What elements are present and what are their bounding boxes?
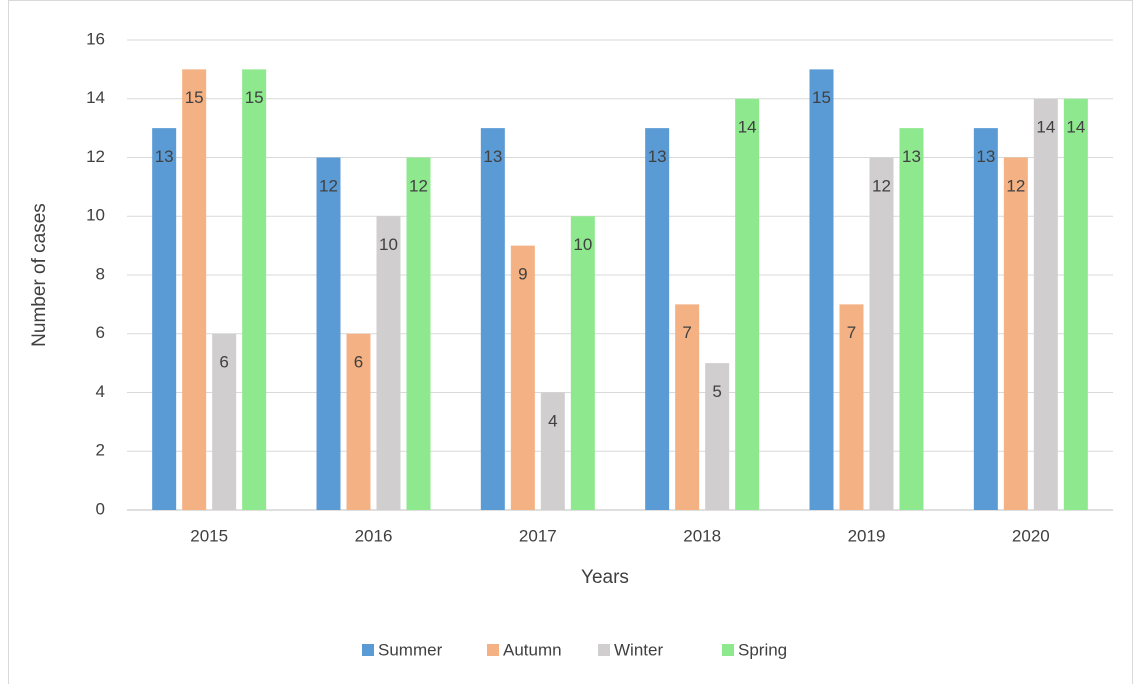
data-label: 12 xyxy=(872,176,891,195)
bar xyxy=(973,128,998,510)
legend-label: Autumn xyxy=(503,640,562,659)
bar xyxy=(1033,98,1058,510)
y-tick-label: 10 xyxy=(86,206,105,225)
bar xyxy=(899,128,924,510)
y-tick-label: 4 xyxy=(96,382,105,401)
data-label: 10 xyxy=(379,235,398,254)
legend-label: Summer xyxy=(378,640,443,659)
legend-label: Spring xyxy=(738,640,787,659)
data-label: 12 xyxy=(1006,176,1025,195)
bar xyxy=(735,98,760,510)
bar xyxy=(346,333,371,510)
bar xyxy=(316,157,341,510)
data-label: 12 xyxy=(319,176,338,195)
legend-swatch xyxy=(487,644,499,656)
bar xyxy=(839,304,864,510)
y-tick-label: 0 xyxy=(96,499,105,518)
data-label: 13 xyxy=(976,147,995,166)
legend-swatch xyxy=(598,644,610,656)
chart-frame xyxy=(8,0,1133,684)
data-label: 13 xyxy=(648,147,667,166)
bar xyxy=(809,69,834,510)
bar xyxy=(705,363,730,510)
data-label: 15 xyxy=(812,88,831,107)
data-label: 13 xyxy=(483,147,502,166)
data-label: 13 xyxy=(902,147,921,166)
bar xyxy=(1063,98,1088,510)
data-label: 14 xyxy=(1066,118,1085,137)
x-axis-title: Years xyxy=(581,567,629,588)
y-tick-label: 2 xyxy=(96,441,105,460)
data-label: 5 xyxy=(712,382,721,401)
data-label: 12 xyxy=(409,176,428,195)
data-label: 6 xyxy=(219,353,228,372)
y-tick-label: 16 xyxy=(86,29,105,48)
bar xyxy=(182,69,207,510)
y-tick-label: 6 xyxy=(96,323,105,342)
bar xyxy=(152,128,177,510)
data-label: 14 xyxy=(738,118,757,137)
bar xyxy=(869,157,894,510)
bar xyxy=(212,333,237,510)
data-label: 15 xyxy=(185,88,204,107)
x-tick-label: 2019 xyxy=(848,526,886,545)
y-tick-label: 8 xyxy=(96,264,105,283)
bar xyxy=(406,157,431,510)
legend-swatch xyxy=(362,644,374,656)
data-label: 10 xyxy=(573,235,592,254)
bar xyxy=(376,216,401,510)
x-tick-label: 2020 xyxy=(1012,526,1050,545)
data-label: 4 xyxy=(548,411,557,430)
bar xyxy=(570,216,595,510)
y-tick-label: 14 xyxy=(86,88,105,107)
bar xyxy=(242,69,267,510)
x-tick-label: 2017 xyxy=(519,526,557,545)
bar xyxy=(675,304,700,510)
x-tick-label: 2016 xyxy=(355,526,393,545)
data-label: 7 xyxy=(847,323,856,342)
x-tick-label: 2018 xyxy=(683,526,721,545)
x-tick-label: 2015 xyxy=(190,526,228,545)
data-label: 15 xyxy=(245,88,264,107)
legend-swatch xyxy=(722,644,734,656)
bar xyxy=(480,128,505,510)
data-label: 9 xyxy=(518,264,527,283)
legend-label: Winter xyxy=(614,640,663,659)
data-label: 7 xyxy=(682,323,691,342)
data-label: 6 xyxy=(354,353,363,372)
bar xyxy=(540,392,565,510)
y-tick-label: 12 xyxy=(86,147,105,166)
bar xyxy=(645,128,670,510)
bar xyxy=(510,245,535,510)
bar xyxy=(1003,157,1028,510)
data-label: 14 xyxy=(1036,118,1055,137)
y-axis-title: Number of cases xyxy=(29,203,50,347)
data-label: 13 xyxy=(155,147,174,166)
